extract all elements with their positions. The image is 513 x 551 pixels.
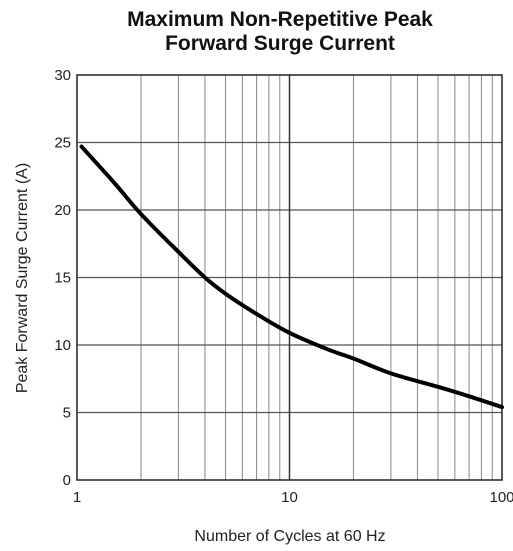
x-tick-label: 1: [73, 489, 81, 506]
x-tick-label: 100: [489, 489, 513, 506]
surge-current-curve: [82, 147, 503, 408]
y-axis-label: Peak Forward Surge Current (A): [14, 163, 31, 393]
y-tick-label: 25: [54, 135, 71, 152]
y-tick-label: 0: [63, 472, 71, 489]
y-tick-label: 15: [54, 270, 71, 287]
y-tick-label: 10: [54, 337, 71, 354]
chart-title-line-2: Forward Surge Current: [165, 32, 395, 55]
y-tick-label: 30: [54, 67, 71, 84]
chart-title-line-1: Maximum Non-Repetitive Peak: [127, 8, 433, 31]
x-axis-ticks: 1 10 100: [73, 489, 513, 506]
x-axis-label: Number of Cycles at 60 Hz: [194, 528, 385, 545]
y-tick-label: 20: [54, 202, 71, 219]
x-tick-label: 10: [281, 489, 298, 506]
y-axis-ticks: 0 5 10 15 20 25 30: [54, 67, 71, 489]
y-tick-label: 5: [63, 405, 71, 422]
